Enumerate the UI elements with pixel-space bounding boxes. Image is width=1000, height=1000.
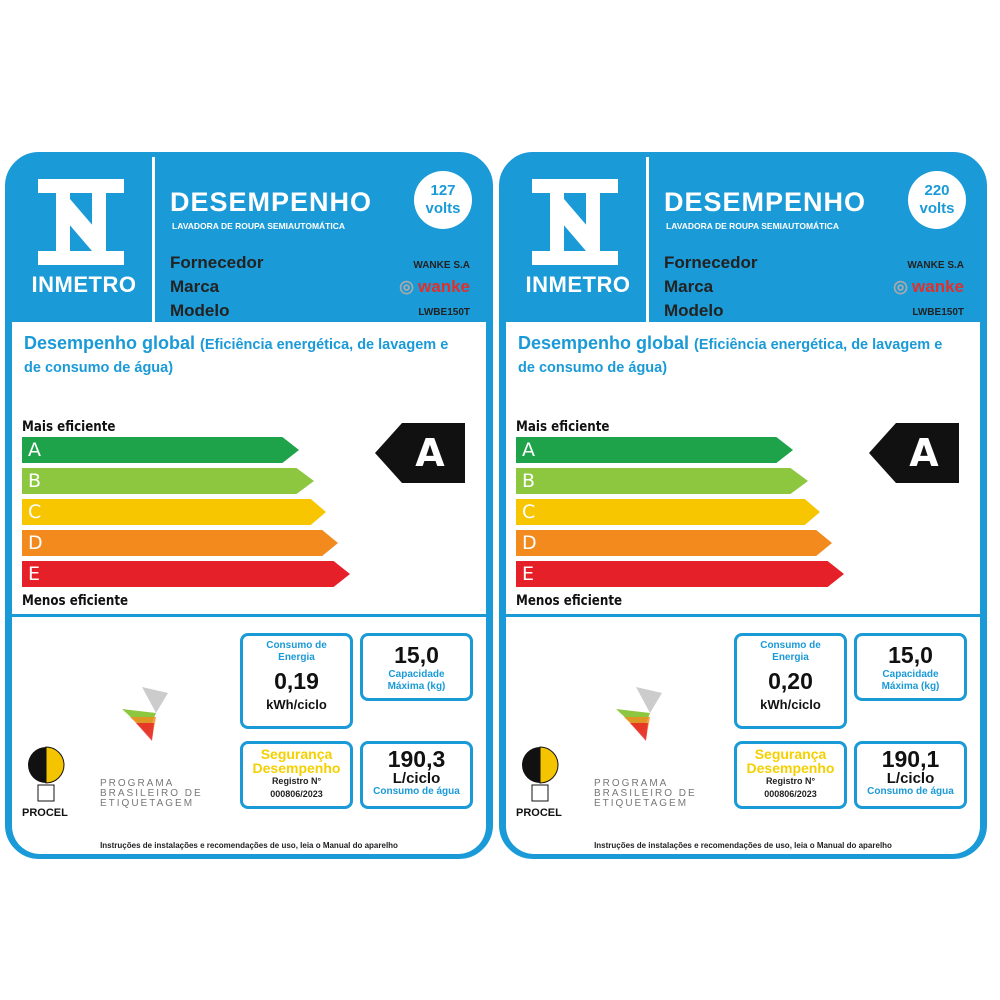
capacity-label: Capacidade Máxima (kg) <box>387 669 446 692</box>
water-unit: L/ciclo <box>886 770 935 787</box>
procel-logo: PROCEL <box>22 745 68 819</box>
section-title: Desempenho global (Eficiência energética… <box>24 333 464 379</box>
marca-label: Marca <box>170 277 220 296</box>
energy-value: 0,20 <box>768 668 813 694</box>
bar-a: A <box>516 437 793 463</box>
pbe-logo-icon <box>122 687 172 748</box>
capacity-value: 15,0 <box>888 642 933 668</box>
energy-box: Consumo de Energia 0,20 kWh/ciclo <box>734 633 847 729</box>
registro-number: 000806/2023 <box>270 789 323 799</box>
brand-logo: ◎ wanke <box>893 277 964 297</box>
water-label: Consumo de água <box>867 786 954 797</box>
wanke-swirl-icon: ◎ <box>399 277 415 296</box>
brand-logo: ◎ wanke <box>399 277 470 297</box>
safety-line2: Desempenho <box>252 760 341 776</box>
fornecedor-value: WANKE S.A <box>907 260 964 271</box>
energy-label: INMETRO DESEMPENHO LAVADORA DE ROUPA SEM… <box>5 152 493 859</box>
marca-label: Marca <box>664 277 714 296</box>
bar-c: C <box>22 499 326 525</box>
procel-logo: PROCEL <box>516 745 562 819</box>
registro-label: Registro N° <box>271 776 322 786</box>
fornecedor-label: Fornecedor <box>664 253 758 272</box>
label-subtitle: LAVADORA DE ROUPA SEMIAUTOMÁTICA <box>666 221 839 231</box>
fornecedor-value: WANKE S.A <box>413 260 470 271</box>
pbe-text: PROGRAMA BRASILEIRO DE ETIQUETAGEM <box>100 778 203 809</box>
voltage-value: 127 <box>430 182 456 199</box>
registro-label: Registro N° <box>765 776 816 786</box>
procel-text: PROCEL <box>22 807 68 819</box>
label-title: DESEMPENHO <box>170 187 373 217</box>
bar-c: C <box>516 499 820 525</box>
footer-note: Instruções de instalações e recomendaçõe… <box>594 841 892 850</box>
energy-label-text: Consumo de Energia <box>266 640 327 663</box>
water-unit: L/ciclo <box>392 770 441 787</box>
most-efficient: Mais eficiente <box>22 419 116 435</box>
modelo-value: LWBE150T <box>912 307 964 318</box>
bar-e: E <box>516 561 844 587</box>
safety-box: Segurança Desempenho Registro N° 000806/… <box>240 741 353 809</box>
divider-line <box>506 614 980 617</box>
bar-b: B <box>22 468 314 494</box>
bar-d: D <box>516 530 832 556</box>
energy-label: INMETRO DESEMPENHO LAVADORA DE ROUPA SEM… <box>499 152 987 859</box>
energy-unit: kWh/ciclo <box>760 697 821 712</box>
energy-label-text: Consumo de Energia <box>760 640 821 663</box>
voltage-badge: 127 volts <box>414 171 472 229</box>
label-title: DESEMPENHO <box>664 187 867 217</box>
capacity-value: 15,0 <box>394 642 439 668</box>
modelo-value: LWBE150T <box>418 307 470 318</box>
least-efficient: Menos eficiente <box>22 593 129 609</box>
energy-value: 0,19 <box>274 668 319 694</box>
voltage-value: 220 <box>924 182 950 199</box>
divider <box>152 157 155 322</box>
bar-b: B <box>516 468 808 494</box>
capacity-label: Capacidade Máxima (kg) <box>881 669 940 692</box>
section-subtitle: (Eficiência energética, de lavagem e de … <box>518 337 943 376</box>
modelo-label: Modelo <box>170 301 230 320</box>
bar-e: E <box>22 561 350 587</box>
safety-box: Segurança Desempenho Registro N° 000806/… <box>734 741 847 809</box>
registro-number: 000806/2023 <box>764 789 817 799</box>
footer-note: Instruções de instalações e recomendaçõe… <box>100 841 398 850</box>
capacity-box: 15,0 Capacidade Máxima (kg) <box>360 633 473 701</box>
water-value: 190,1 <box>881 746 940 772</box>
pbe-logo-icon <box>616 687 666 748</box>
least-efficient: Menos eficiente <box>516 593 623 609</box>
voltage-unit: volts <box>919 200 955 217</box>
water-label: Consumo de água <box>373 786 460 797</box>
water-value: 190,3 <box>387 746 446 772</box>
section-title-text: Desempenho global <box>518 333 690 353</box>
procel-text: PROCEL <box>516 807 562 819</box>
divider-line <box>12 614 486 617</box>
most-efficient: Mais eficiente <box>516 419 610 435</box>
bar-d: D <box>22 530 338 556</box>
safety-line2: Desempenho <box>746 760 835 776</box>
inmetro-text: INMETRO <box>525 272 631 297</box>
section-title: Desempenho global (Eficiência energética… <box>518 333 958 379</box>
inmetro-logo <box>512 179 638 265</box>
section-subtitle: (Eficiência energética, de lavagem e de … <box>24 337 449 376</box>
inmetro-logo <box>18 179 144 265</box>
fornecedor-label: Fornecedor <box>170 253 264 272</box>
divider <box>646 157 649 322</box>
safety-line1: Segurança <box>754 746 827 762</box>
water-box: 190,3 L/ciclo Consumo de água <box>360 741 473 809</box>
modelo-label: Modelo <box>664 301 724 320</box>
bar-a: A <box>22 437 299 463</box>
inmetro-text: INMETRO <box>31 272 137 297</box>
label-subtitle: LAVADORA DE ROUPA SEMIAUTOMÁTICA <box>172 221 345 231</box>
energy-box: Consumo de Energia 0,19 kWh/ciclo <box>240 633 353 729</box>
energy-unit: kWh/ciclo <box>266 697 327 712</box>
voltage-unit: volts <box>425 200 461 217</box>
pbe-text: PROGRAMA BRASILEIRO DE ETIQUETAGEM <box>594 778 697 809</box>
capacity-box: 15,0 Capacidade Máxima (kg) <box>854 633 967 701</box>
voltage-badge: 220 volts <box>908 171 966 229</box>
safety-line1: Segurança <box>260 746 333 762</box>
section-title-text: Desempenho global <box>24 333 196 353</box>
water-box: 190,1 L/ciclo Consumo de água <box>854 741 967 809</box>
marca-value: wanke <box>418 277 470 296</box>
marca-value: wanke <box>912 277 964 296</box>
wanke-swirl-icon: ◎ <box>893 277 909 296</box>
